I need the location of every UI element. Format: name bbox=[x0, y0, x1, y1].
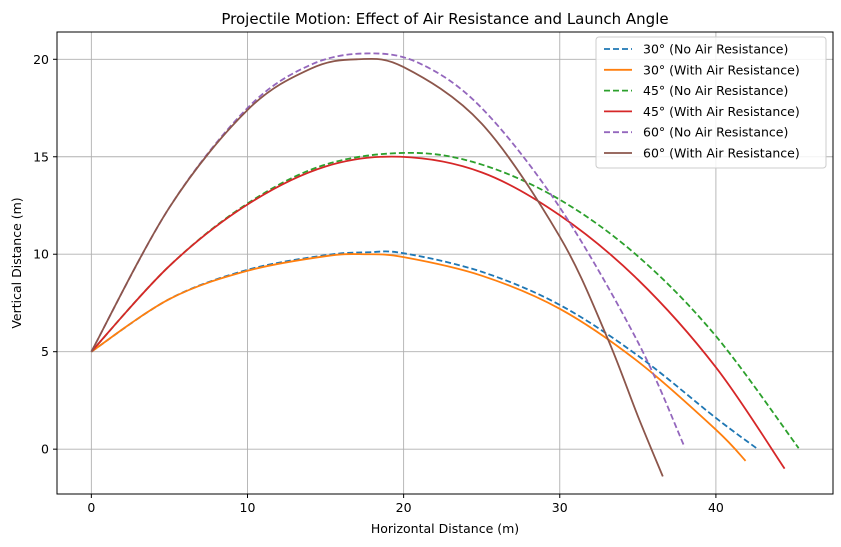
x-tick-label: 30 bbox=[552, 500, 568, 515]
x-tick-label: 0 bbox=[87, 500, 95, 515]
legend-label-1: 30° (With Air Resistance) bbox=[643, 62, 800, 77]
legend-label-3: 45° (With Air Resistance) bbox=[643, 104, 800, 119]
y-tick-label: 0 bbox=[41, 442, 49, 457]
series-line-3 bbox=[90, 155, 786, 470]
y-tick-label: 20 bbox=[33, 52, 49, 67]
y-tick-label: 10 bbox=[33, 247, 49, 262]
x-tick-label: 20 bbox=[396, 500, 412, 515]
series-line-1 bbox=[90, 253, 747, 462]
series-line-5 bbox=[90, 57, 664, 477]
plot-frame bbox=[56, 31, 834, 495]
series-line-4 bbox=[90, 52, 686, 448]
y-tick-label: 15 bbox=[33, 149, 49, 164]
legend-box bbox=[595, 36, 827, 169]
y-axis-label: Vertical Distance (m) bbox=[9, 197, 24, 328]
series-line-0 bbox=[90, 250, 758, 449]
legend-label-0: 30° (No Air Resistance) bbox=[643, 42, 788, 57]
legend-label-2: 45° (No Air Resistance) bbox=[643, 83, 788, 98]
legend-label-5: 60° (With Air Resistance) bbox=[643, 146, 800, 161]
x-tick-label: 10 bbox=[240, 500, 256, 515]
series-line-2 bbox=[90, 151, 800, 449]
x-tick-label: 40 bbox=[708, 500, 724, 515]
legend-label-4: 60° (No Air Resistance) bbox=[643, 125, 788, 140]
x-axis-label: Horizontal Distance (m) bbox=[371, 521, 519, 536]
axis-ticks: 0 10 20 30 40 0 5 10 15 20 bbox=[33, 52, 724, 515]
series-layer bbox=[90, 52, 800, 477]
chart-title: Projectile Motion: Effect of Air Resista… bbox=[221, 10, 668, 28]
y-tick-label: 5 bbox=[41, 344, 49, 359]
legend: 30° (No Air Resistance) 30° (With Air Res… bbox=[595, 36, 827, 169]
